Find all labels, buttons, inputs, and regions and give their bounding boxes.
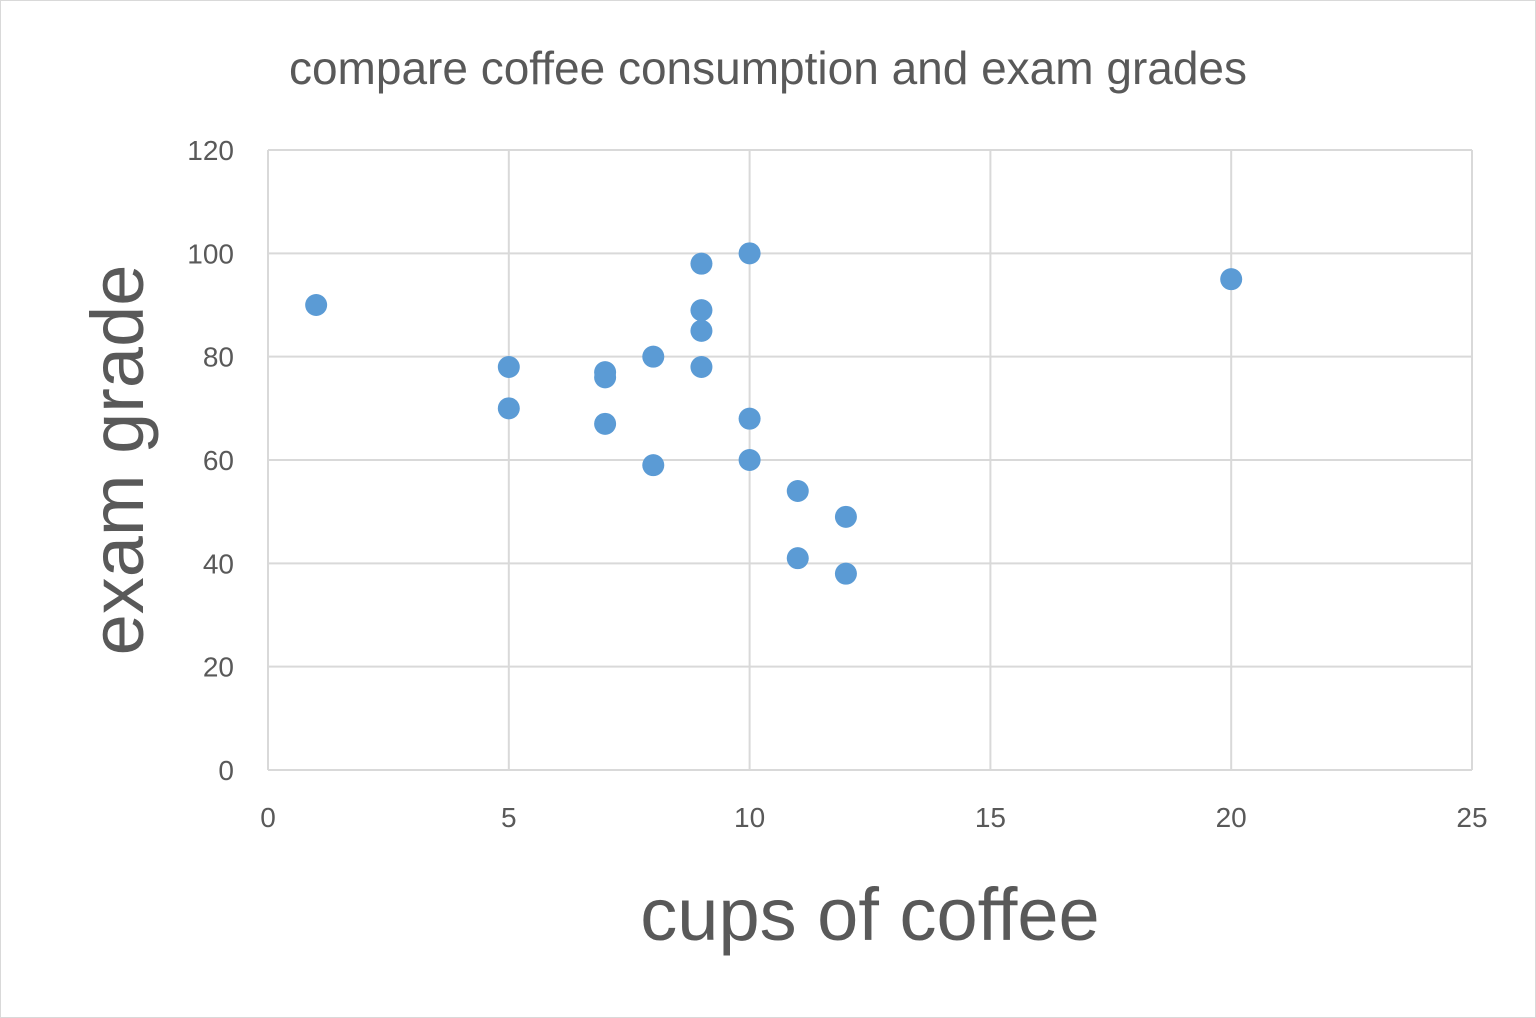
y-tick-label: 60 bbox=[203, 445, 234, 476]
data-point bbox=[642, 345, 665, 368]
data-point bbox=[738, 407, 761, 430]
data-point bbox=[690, 299, 713, 322]
grid-layer bbox=[267, 149, 1473, 771]
tick-labels: 0 20 40 60 80 100 120 0 5 10 15 20 25 bbox=[187, 135, 1487, 833]
data-point bbox=[834, 562, 857, 585]
data-point bbox=[786, 480, 809, 502]
y-tick-label: 20 bbox=[203, 652, 234, 683]
y-tick-label: 120 bbox=[187, 135, 234, 166]
data-point bbox=[738, 449, 761, 471]
data-point bbox=[738, 242, 761, 265]
x-axis-label: cups of coffee bbox=[640, 873, 1099, 956]
data-point bbox=[594, 412, 617, 435]
x-tick-label: 25 bbox=[1456, 802, 1487, 833]
data-points bbox=[305, 242, 1243, 585]
data-point bbox=[690, 252, 713, 275]
data-point bbox=[1220, 268, 1243, 291]
data-point bbox=[834, 505, 857, 528]
x-tick-label: 15 bbox=[975, 802, 1006, 833]
data-point bbox=[690, 319, 713, 342]
y-tick-label: 0 bbox=[218, 755, 234, 786]
data-point bbox=[594, 366, 617, 389]
data-point bbox=[642, 454, 665, 477]
x-tick-label: 0 bbox=[260, 802, 276, 833]
chart-title: compare coffee consumption and exam grad… bbox=[289, 42, 1247, 94]
y-tick-label: 100 bbox=[187, 238, 234, 269]
y-tick-label: 80 bbox=[203, 342, 234, 373]
y-axis-label: exam grade bbox=[76, 265, 159, 656]
data-point bbox=[690, 356, 713, 378]
data-point bbox=[497, 397, 520, 420]
data-point bbox=[786, 547, 809, 570]
data-point bbox=[305, 294, 328, 316]
data-point bbox=[497, 356, 520, 378]
x-tick-label: 10 bbox=[734, 802, 765, 833]
x-tick-label: 20 bbox=[1216, 802, 1247, 833]
x-tick-label: 5 bbox=[501, 802, 517, 833]
y-tick-label: 40 bbox=[203, 548, 234, 579]
